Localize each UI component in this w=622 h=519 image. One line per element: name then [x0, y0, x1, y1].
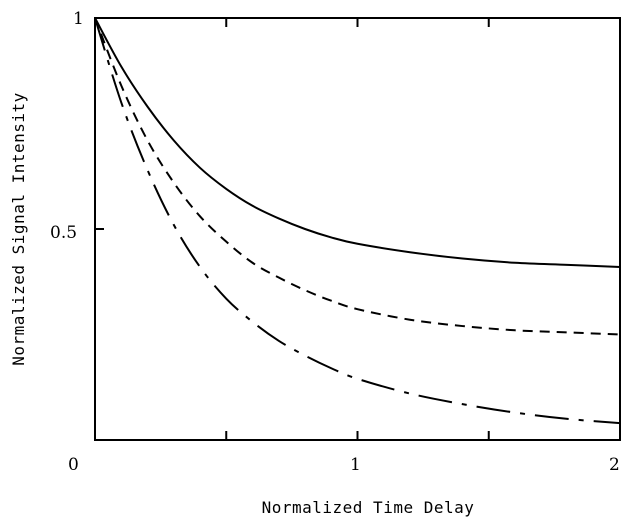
y-axis-title: Normalized Signal Intensity: [9, 92, 28, 366]
y-tick-label-one: 1: [73, 9, 84, 29]
x-tick-label-2: 2: [609, 455, 620, 475]
x-axis-ticks: [225, 18, 490, 440]
y-tick-label-half: 0.5: [50, 223, 77, 243]
series-line-dash-dot: [94, 17, 621, 425]
plot-frame: [94, 17, 621, 441]
series-lines: [94, 17, 621, 425]
x-tick-label-0: 0: [68, 455, 79, 475]
series-line-solid: [94, 17, 621, 268]
x-tick-label-1: 1: [350, 455, 361, 475]
series-line-dashed: [94, 17, 621, 336]
x-axis-title: Normalized Time Delay: [262, 498, 475, 517]
